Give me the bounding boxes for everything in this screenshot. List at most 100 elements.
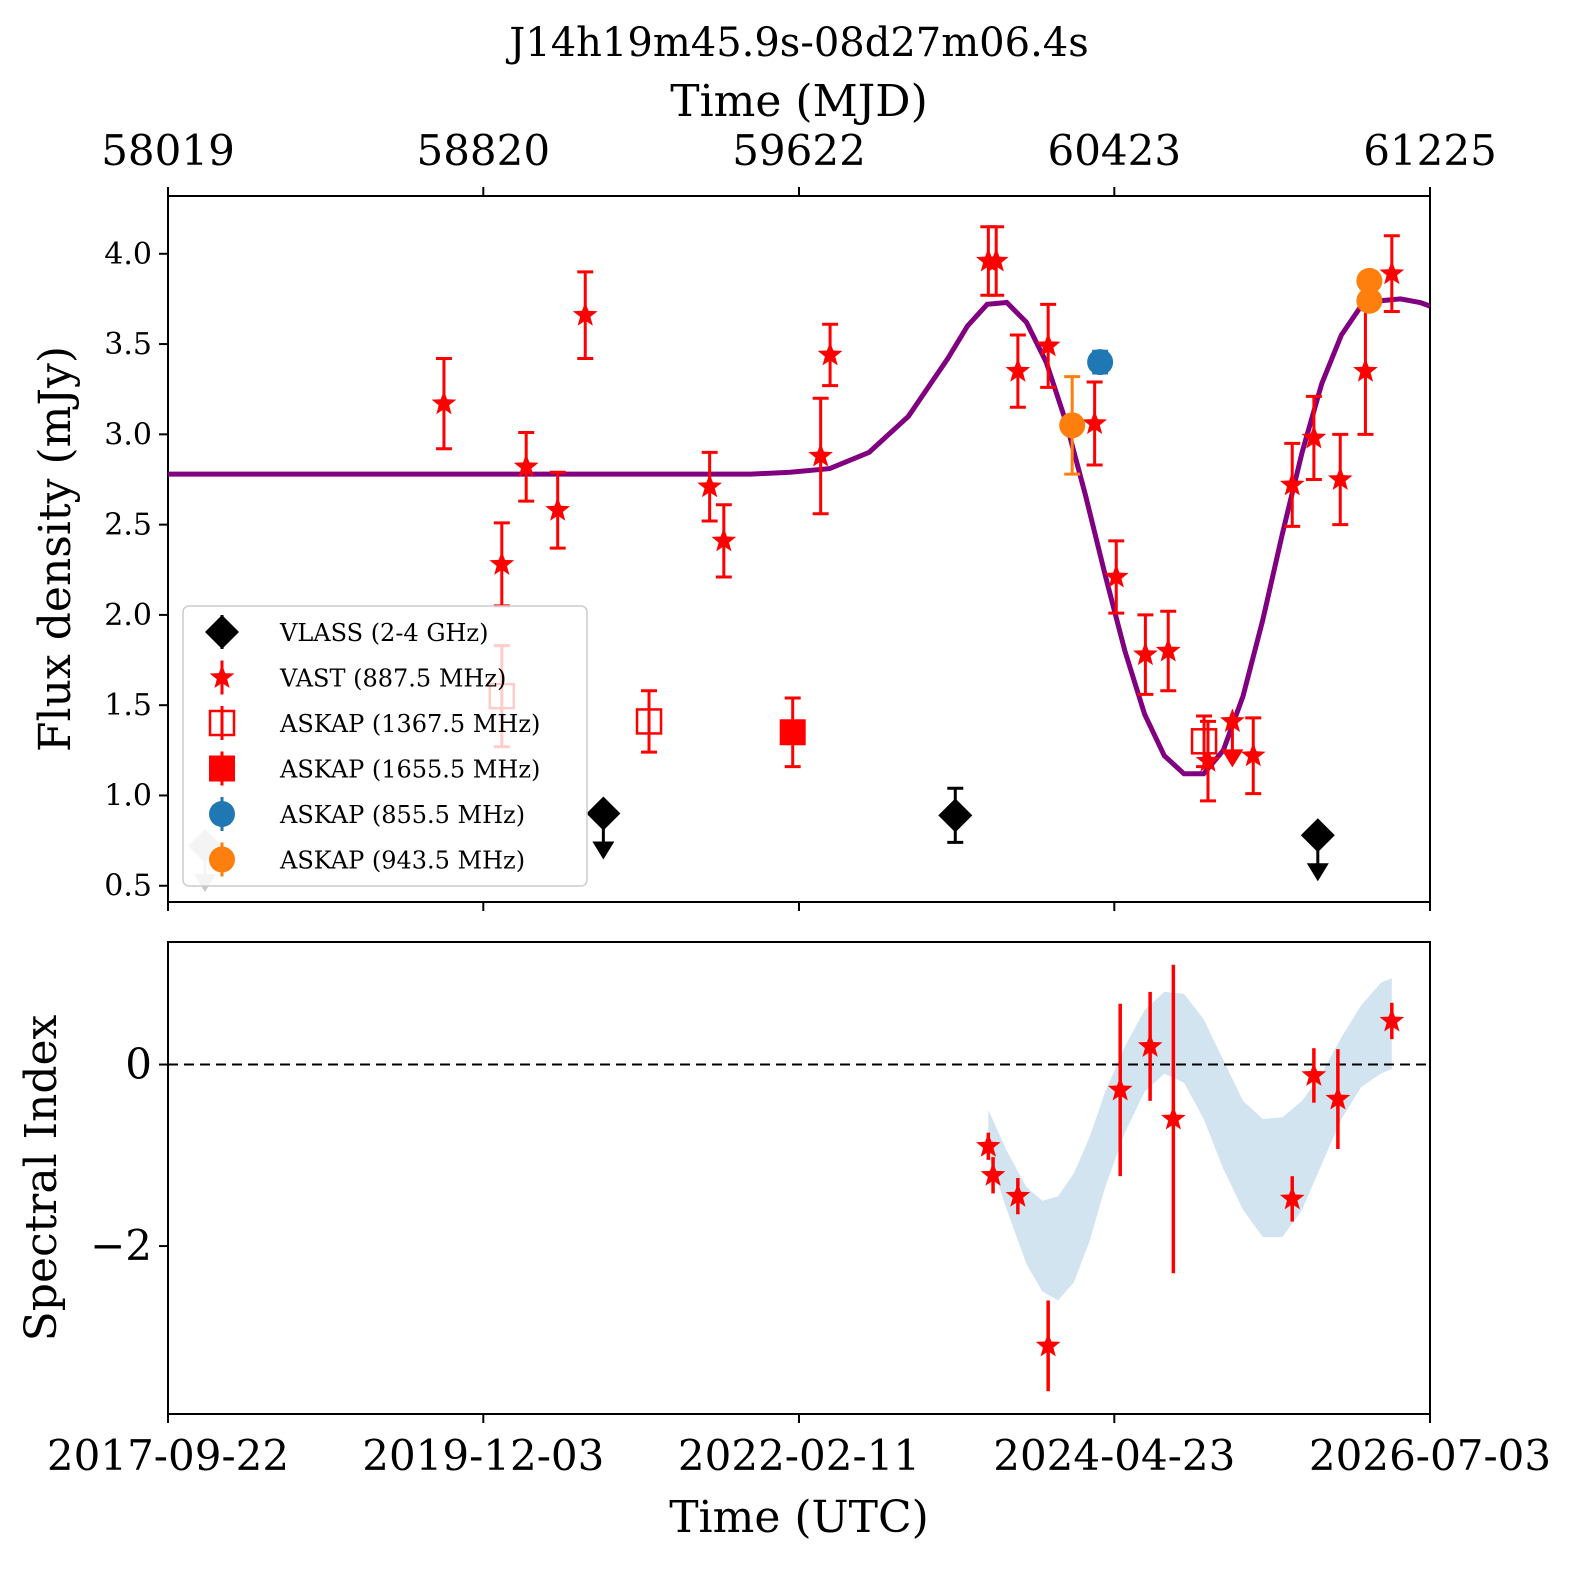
bottom-y-tick-label: 0 (125, 1040, 152, 1089)
legend: VLASS (2-4 GHz) VAST (887.5 MHz) ASKAP (13… (182, 605, 588, 887)
data-point (1379, 260, 1405, 285)
series-askap-855-5-mhz (1087, 349, 1114, 376)
spectral-index-points (976, 964, 1405, 1392)
upper-limit-arrow-head (1221, 749, 1244, 768)
data-point (1220, 708, 1245, 732)
top-y-tick-label: 3.5 (104, 327, 152, 362)
data-point (938, 798, 973, 833)
data-point (1190, 728, 1218, 755)
data-point (711, 527, 737, 552)
bottom-x-tick-label: 2024-04-23 (993, 1431, 1235, 1480)
legend-marker (209, 846, 235, 873)
bottom-x-tick-label: 2019-12-03 (362, 1431, 604, 1480)
legend-marker (209, 664, 235, 688)
legend-label: VAST (887.5 MHz) (279, 665, 506, 693)
top-y-tick-label: 0.5 (104, 869, 152, 904)
top-y-tick-label: 4.0 (104, 237, 152, 272)
data-point (489, 551, 515, 575)
bottom-y-axis-label: Spectral Index (16, 1014, 67, 1341)
data-point (1300, 818, 1335, 853)
top-y-tick-label: 1.0 (104, 778, 152, 813)
legend-label: ASKAP (1367.5 MHz) (279, 710, 540, 738)
data-point (545, 497, 571, 521)
legend-marker (208, 709, 236, 737)
data-point (1325, 1086, 1351, 1110)
data-point (1005, 358, 1031, 382)
upper-limit-arrow-head (592, 841, 615, 860)
series-vlass-2-4-ghz (586, 786, 1335, 882)
legend-label: ASKAP (943.5 MHz) (279, 847, 525, 875)
data-point (1240, 742, 1266, 767)
data-point (1356, 267, 1383, 294)
data-point (1107, 1077, 1133, 1101)
legend-marker (209, 755, 235, 782)
data-point (779, 719, 806, 746)
data-point (1035, 1332, 1061, 1357)
data-point (1301, 1062, 1327, 1086)
data-point (976, 1133, 1001, 1157)
bottom-panel-ticks: 2017-09-22 2019-12-03 2022-02-11 2024-04-23… (47, 1040, 1551, 1480)
legend-label: VLASS (2-4 GHz) (279, 619, 488, 647)
legend-marker (205, 615, 239, 649)
bottom-x-axis-label: Time (UTC) (669, 1492, 929, 1543)
confidence-band (988, 978, 1392, 1301)
top-y-tick-label: 2.5 (104, 508, 152, 543)
data-point (1059, 412, 1086, 439)
top-x-axis-label: Time (MJD) (670, 76, 927, 127)
data-point (1301, 425, 1327, 449)
series-vast-887-5-mhz (431, 225, 1405, 803)
legend-label: ASKAP (1655.5 MHz) (279, 756, 540, 784)
data-point (808, 443, 833, 467)
data-point (983, 248, 1009, 272)
legend-items: VLASS (2-4 GHz) VAST (887.5 MHz) ASKAP (13… (205, 615, 540, 877)
top-y-tick-label: 3.0 (104, 417, 152, 452)
data-point (1161, 1106, 1186, 1130)
data-point (980, 1162, 1006, 1186)
data-point (1279, 1185, 1305, 1210)
data-point (1327, 466, 1353, 490)
data-point (817, 341, 843, 366)
data-point (513, 453, 539, 478)
data-point (1137, 1033, 1163, 1057)
data-point (431, 390, 457, 415)
top-y-axis-label: Flux density (mJy) (30, 346, 81, 752)
data-point (635, 708, 663, 735)
top-y-tick-label: 1.5 (104, 688, 152, 723)
legend-marker (209, 801, 235, 827)
data-point (586, 796, 621, 831)
data-point (1356, 287, 1383, 314)
top-x-tick-label: 59622 (732, 126, 866, 175)
legend-label: ASKAP (855.5 MHz) (279, 801, 525, 829)
data-point (1087, 349, 1114, 376)
bottom-x-tick-label: 2022-02-11 (678, 1431, 920, 1480)
top-x-tick-label: 58019 (101, 126, 235, 175)
series-askap-1367-5-mhz (488, 644, 1218, 769)
data-point (1379, 1008, 1405, 1032)
spectral-index-panel: 2017-09-22 2019-12-03 2022-02-11 2024-04-23… (16, 941, 1551, 1480)
data-point (1195, 748, 1221, 772)
top-panel-ticks: 58019 58820 59622 60423 61225 0.5 1.0 1.5 2.0 2.5… (101, 126, 1497, 911)
top-x-tick-label: 58820 (416, 126, 550, 175)
data-point (1035, 332, 1061, 357)
chart-title: J14h19m45.9s-08d27m06.4s (505, 20, 1089, 66)
data-point (1133, 641, 1158, 666)
data-point (697, 473, 722, 498)
data-point (1082, 410, 1107, 434)
data-point (1005, 1183, 1031, 1207)
legend-box (182, 605, 588, 887)
data-point (572, 302, 598, 326)
top-x-tick-label: 61225 (1363, 126, 1497, 175)
series-askap-1655-5-mhz (779, 696, 806, 769)
bottom-x-tick-label: 2017-09-22 (47, 1431, 289, 1480)
top-y-tick-label: 2.0 (104, 598, 152, 633)
data-point (1279, 471, 1305, 496)
data-point (1103, 564, 1129, 588)
model-curve (168, 296, 1430, 777)
bottom-y-tick-label: −2 (90, 1221, 152, 1270)
bottom-x-tick-label: 2026-07-03 (1309, 1431, 1551, 1480)
top-x-tick-label: 60423 (1047, 126, 1181, 175)
data-point (1155, 638, 1181, 662)
upper-limit-arrow-head (1306, 863, 1329, 882)
data-point (1353, 358, 1378, 382)
